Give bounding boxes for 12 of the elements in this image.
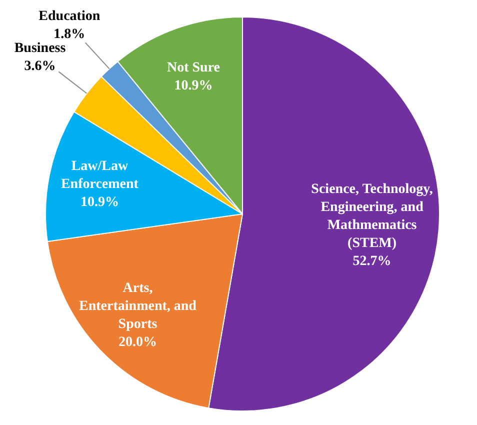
slice-label: Science, Technology, Engineering, and Mathmematics (STEM) (311, 182, 433, 251)
slice-label: Business (14, 40, 66, 56)
data-label: 1.8% (54, 26, 86, 42)
slice-label: Law/Law Enforcement (60, 159, 139, 192)
data-label: 10.9% (174, 78, 213, 94)
slice-label: Not Sure (166, 60, 220, 76)
slice-label: Arts, Entertainment, and Sports (79, 280, 197, 332)
data-label: 3.6% (24, 58, 56, 74)
data-label: 52.7% (352, 254, 392, 269)
data-label: 10.9% (80, 195, 119, 210)
slice-label: Education (38, 8, 100, 24)
data-label: 20.0% (118, 334, 157, 350)
